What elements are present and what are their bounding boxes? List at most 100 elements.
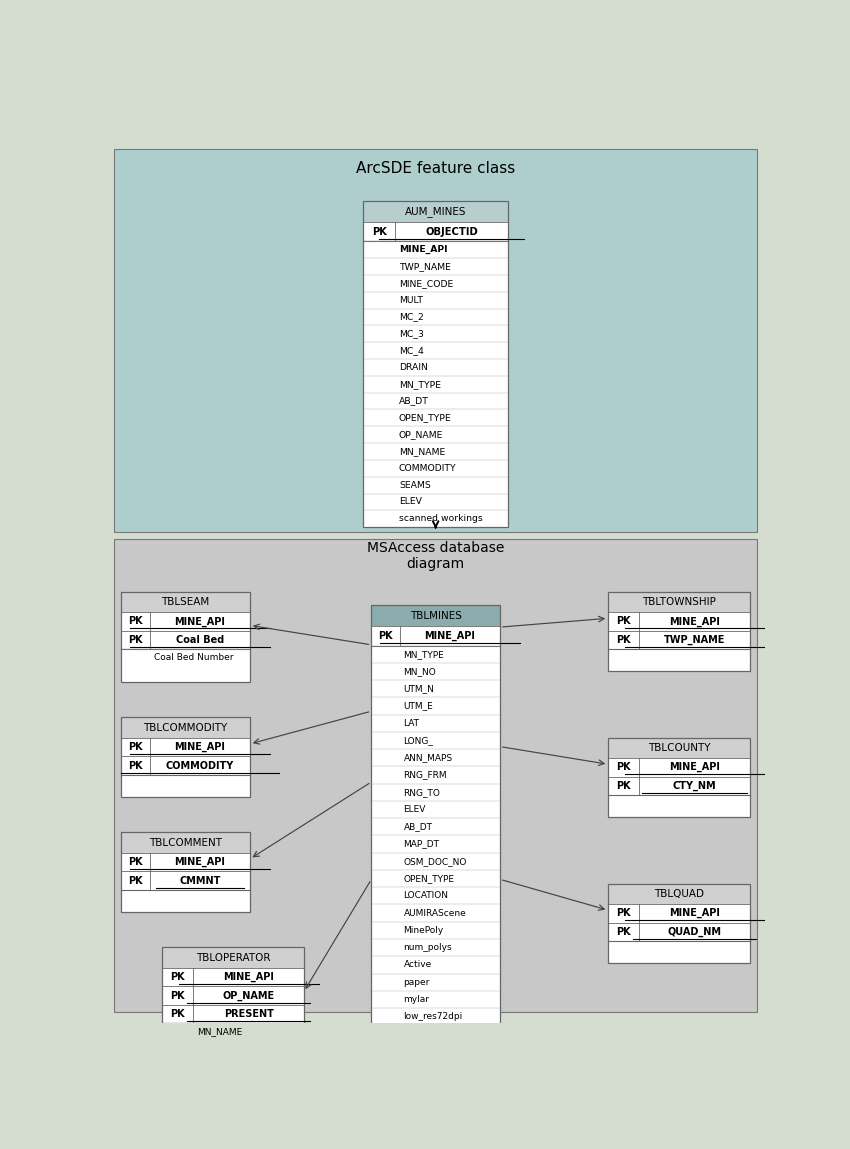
Text: low_res72dpi: low_res72dpi xyxy=(404,1012,463,1021)
Text: COMMODITY: COMMODITY xyxy=(166,761,234,771)
Bar xyxy=(371,663,500,680)
Bar xyxy=(162,986,304,1005)
Text: LONG_: LONG_ xyxy=(404,737,434,745)
Text: PRESENT: PRESENT xyxy=(224,1009,274,1019)
Text: COMMODITY: COMMODITY xyxy=(399,464,456,473)
Text: MINE_API: MINE_API xyxy=(399,245,447,254)
Text: TBLCOMMODITY: TBLCOMMODITY xyxy=(144,723,228,733)
Bar xyxy=(122,717,250,797)
Text: Coal Bed: Coal Bed xyxy=(176,635,224,645)
Bar xyxy=(609,941,750,963)
Text: AB_DT: AB_DT xyxy=(399,396,429,406)
Text: PK: PK xyxy=(616,927,631,936)
Text: PK: PK xyxy=(616,616,631,626)
Text: ELEV: ELEV xyxy=(404,805,426,815)
Bar xyxy=(371,939,500,956)
Bar xyxy=(114,149,757,532)
Text: PK: PK xyxy=(616,781,631,791)
Bar xyxy=(371,835,500,853)
Text: TBLCOMMENT: TBLCOMMENT xyxy=(149,838,222,848)
Bar xyxy=(162,1005,304,1024)
Bar xyxy=(363,309,508,325)
Bar xyxy=(371,990,500,1008)
Text: ArcSDE feature class: ArcSDE feature class xyxy=(356,161,515,176)
Bar xyxy=(609,592,750,671)
Text: MN_NO: MN_NO xyxy=(404,668,436,676)
Bar xyxy=(371,904,500,921)
Text: PK: PK xyxy=(171,1009,185,1019)
Bar xyxy=(122,631,250,649)
Bar xyxy=(609,923,750,941)
Bar xyxy=(363,460,508,477)
Bar xyxy=(122,592,250,612)
Bar xyxy=(609,649,750,671)
Bar xyxy=(363,494,508,510)
Bar xyxy=(609,777,750,795)
Bar xyxy=(363,376,508,393)
Text: MINE_API: MINE_API xyxy=(174,742,225,753)
Bar xyxy=(122,832,250,912)
Bar xyxy=(371,870,500,887)
Text: MN_NAME: MN_NAME xyxy=(197,1027,242,1036)
Text: PK: PK xyxy=(128,635,143,645)
Bar xyxy=(363,360,508,376)
Text: RNG_FRM: RNG_FRM xyxy=(404,771,447,780)
Text: OP_NAME: OP_NAME xyxy=(223,990,275,1001)
Text: num_polys: num_polys xyxy=(404,943,452,953)
Text: PK: PK xyxy=(171,990,185,1001)
Bar xyxy=(122,774,250,797)
Text: mylar: mylar xyxy=(404,995,429,1004)
Bar xyxy=(609,884,750,963)
Bar xyxy=(371,887,500,904)
Bar xyxy=(122,853,250,871)
Text: RNG_TO: RNG_TO xyxy=(404,788,440,797)
Text: MSAccess database
diagram: MSAccess database diagram xyxy=(367,541,504,571)
Bar xyxy=(114,539,757,1012)
Bar xyxy=(609,758,750,777)
Bar xyxy=(363,201,508,527)
Bar xyxy=(122,592,250,683)
Text: PK: PK xyxy=(378,631,393,641)
Text: MC_3: MC_3 xyxy=(399,330,424,338)
Bar xyxy=(609,592,750,612)
Text: PK: PK xyxy=(371,226,387,237)
Bar xyxy=(371,697,500,715)
Bar xyxy=(363,444,508,460)
Bar xyxy=(371,818,500,835)
Bar xyxy=(162,1040,304,1056)
Text: OBJECTID: OBJECTID xyxy=(425,226,478,237)
Text: paper: paper xyxy=(404,978,430,987)
Text: UTM_E: UTM_E xyxy=(404,702,434,710)
Bar xyxy=(363,241,508,259)
Text: TBLQUAD: TBLQUAD xyxy=(654,889,704,899)
Text: MINE_API: MINE_API xyxy=(224,972,274,982)
Bar xyxy=(371,973,500,990)
Text: PK: PK xyxy=(128,761,143,771)
Bar xyxy=(122,666,250,683)
Bar xyxy=(371,606,500,626)
Bar xyxy=(371,715,500,732)
Bar xyxy=(122,871,250,889)
Bar xyxy=(162,948,304,967)
Text: PK: PK xyxy=(171,972,185,982)
Bar xyxy=(122,717,250,738)
Text: LOCATION: LOCATION xyxy=(404,892,449,901)
Text: TBLOPERATOR: TBLOPERATOR xyxy=(196,953,270,963)
Bar xyxy=(371,749,500,766)
Bar xyxy=(363,426,508,444)
Bar xyxy=(162,967,304,986)
Bar xyxy=(162,1024,304,1040)
Bar xyxy=(363,393,508,409)
Text: Active: Active xyxy=(404,961,432,970)
Text: AUMIRAScene: AUMIRAScene xyxy=(404,909,467,918)
Text: MN_TYPE: MN_TYPE xyxy=(399,380,441,388)
Text: MAP_DT: MAP_DT xyxy=(404,840,439,849)
Bar xyxy=(162,948,304,1056)
Text: AUM_MINES: AUM_MINES xyxy=(405,206,467,217)
Text: PK: PK xyxy=(616,635,631,645)
Bar xyxy=(363,259,508,275)
Bar xyxy=(363,477,508,494)
Text: ELEV: ELEV xyxy=(399,498,422,507)
Text: Coal Bed Number: Coal Bed Number xyxy=(154,653,233,662)
Text: OSM_DOC_NO: OSM_DOC_NO xyxy=(404,857,467,866)
